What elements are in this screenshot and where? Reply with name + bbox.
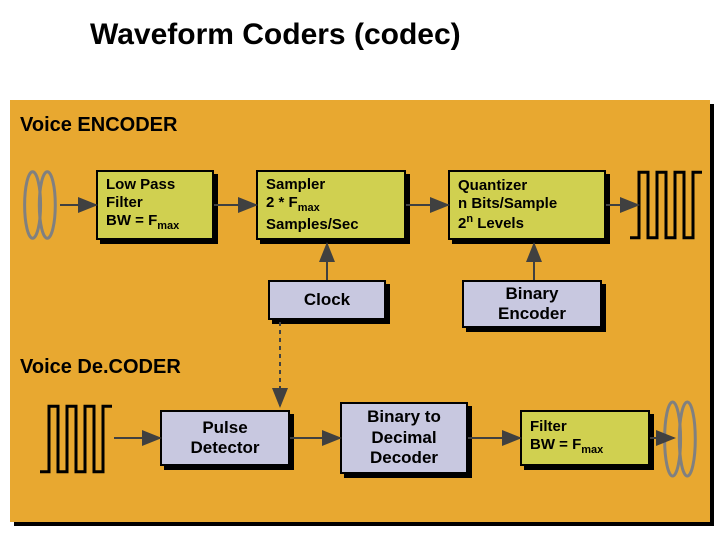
text: Low Pass <box>106 176 175 193</box>
node-binary-encoder: Binary Encoder <box>462 280 602 328</box>
text: Sampler <box>266 176 325 193</box>
text: Decoder <box>370 448 438 467</box>
text: Levels <box>473 215 524 232</box>
subscript: max <box>581 444 603 456</box>
text: BW = F <box>106 212 157 229</box>
subscript: max <box>298 202 320 214</box>
node-binary-decoder: Binary to Decimal Decoder <box>340 402 468 474</box>
node-quantizer: Quantizer n Bits/Sample 2n Levels <box>448 170 606 240</box>
text: Binary to <box>367 407 441 426</box>
node-low-pass-filter: Low Pass Filter BW = Fmax <box>96 170 214 240</box>
text: Encoder <box>498 304 566 323</box>
pulse-wave-icon <box>630 166 702 244</box>
diagram-panel: Voice ENCODER Voice De.CODER Low Pass Fi… <box>10 100 710 522</box>
text: Clock <box>304 290 350 309</box>
text: Detector <box>191 438 260 457</box>
subscript: max <box>157 220 179 232</box>
sine-wave-icon <box>20 170 62 240</box>
text: Pulse <box>202 418 247 437</box>
text: Quantizer <box>458 177 527 194</box>
text: 2 * F <box>266 194 298 211</box>
node-clock: Clock <box>268 280 386 320</box>
text: Filter <box>106 194 143 211</box>
encoder-label: Voice ENCODER <box>20 114 177 137</box>
text: Binary <box>506 284 559 303</box>
pulse-wave-icon <box>40 400 112 478</box>
decoder-label: Voice De.CODER <box>20 356 181 379</box>
text: BW = F <box>530 436 581 453</box>
text: Filter <box>530 418 567 435</box>
node-sampler: Sampler 2 * Fmax Samples/Sec <box>256 170 406 240</box>
sine-wave-icon <box>660 400 702 478</box>
text: n Bits/Sample <box>458 195 557 212</box>
text: Samples/Sec <box>266 216 359 233</box>
page-title: Waveform Coders (codec) <box>90 18 461 52</box>
text: Decimal <box>371 428 436 447</box>
node-pulse-detector: Pulse Detector <box>160 410 290 466</box>
node-output-filter: Filter BW = Fmax <box>520 410 650 466</box>
